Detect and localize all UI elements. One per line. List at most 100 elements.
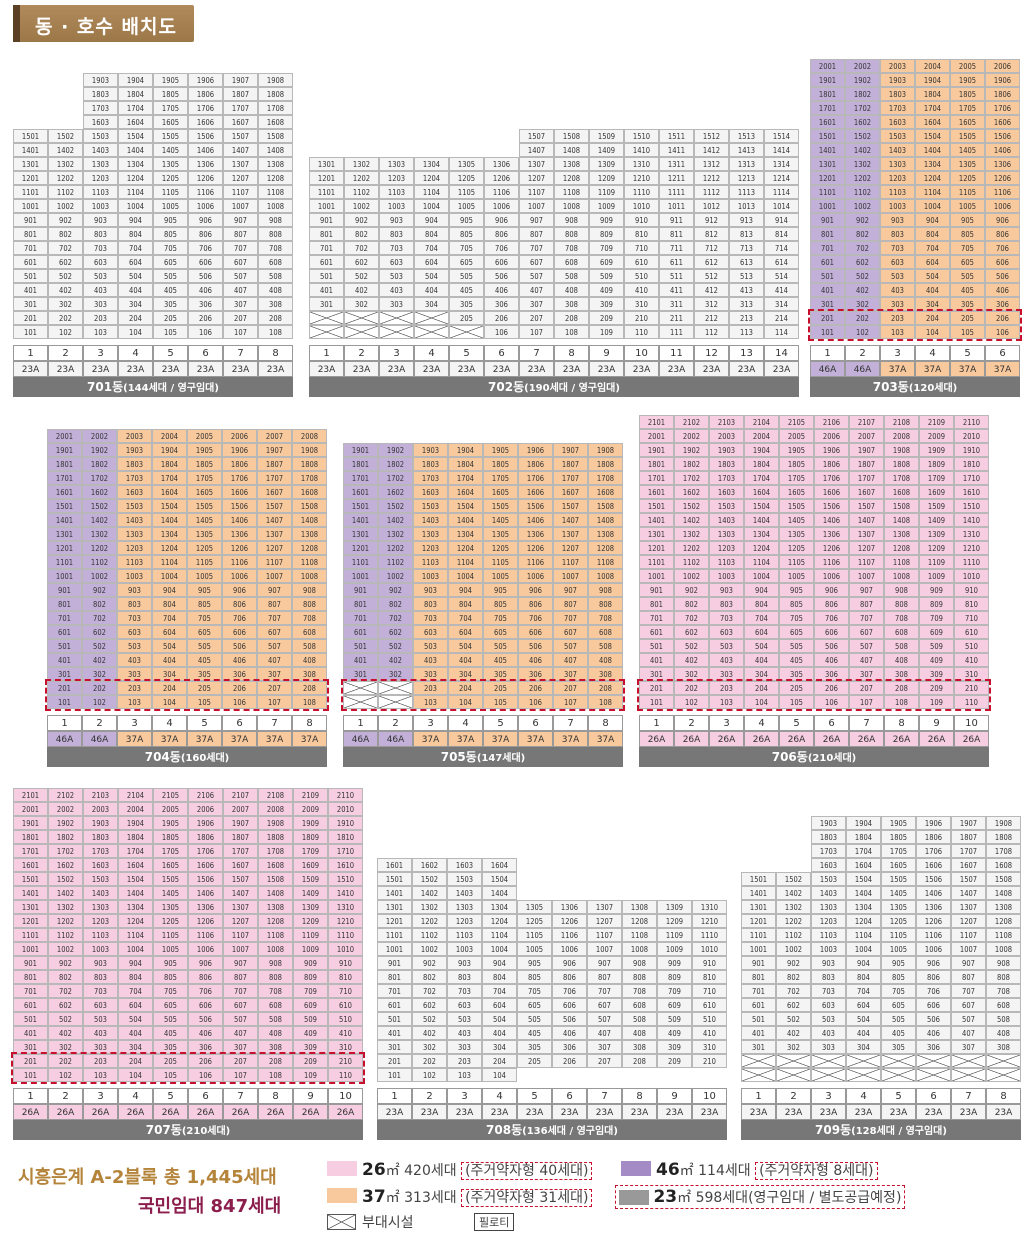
- line-number: 5: [153, 345, 188, 361]
- unit-701-503: 503: [83, 269, 118, 283]
- line-number: 7: [849, 715, 884, 731]
- unit-704-805: 805: [187, 597, 222, 611]
- unit-707-1702: 1702: [48, 844, 83, 858]
- unit-708-1306: 1306: [552, 900, 587, 914]
- unit-704-608: 608: [292, 625, 327, 639]
- aux-facility: [414, 311, 449, 325]
- unit-703-1403: 1403: [880, 143, 915, 157]
- unit-707-1104: 1104: [118, 928, 153, 942]
- unit-709-1606: 1606: [916, 858, 951, 872]
- unit-704-908: 908: [292, 583, 327, 597]
- unit-702-902: 902: [344, 213, 379, 227]
- unit-702-1409: 1409: [589, 143, 624, 157]
- unit-709-1706: 1706: [916, 844, 951, 858]
- unit-705-106: 106: [518, 695, 553, 709]
- line-number: 3: [811, 1088, 846, 1104]
- line-number: 9: [657, 1088, 692, 1104]
- unit-703-1604: 1604: [915, 115, 950, 129]
- unit-707-1708: 1708: [258, 844, 293, 858]
- unit-704-208: 208: [292, 681, 327, 695]
- unit-702-1111: 1111: [659, 185, 694, 199]
- unit-709-1705: 1705: [881, 844, 916, 858]
- unit-709-1004: 1004: [846, 942, 881, 956]
- unit-703-1006: 1006: [985, 199, 1020, 213]
- line-number-row: 1 2 3 4 5 6 7 8 9 10 11 12 13 14: [309, 345, 799, 361]
- unit-709-604: 604: [846, 998, 881, 1012]
- unit-702-611: 611: [659, 255, 694, 269]
- unit-701-901: 901: [13, 213, 48, 227]
- unit-709-901: 901: [741, 956, 776, 970]
- unit-704-504: 504: [152, 639, 187, 653]
- unit-704-807: 807: [257, 597, 292, 611]
- unit-706-504: 504: [744, 639, 779, 653]
- unit-701-608: 608: [258, 255, 293, 269]
- line-number: 5: [483, 715, 518, 731]
- unit-708-509: 509: [657, 1012, 692, 1026]
- unit-706-1410: 1410: [954, 513, 989, 527]
- unit-705-1906: 1906: [518, 443, 553, 457]
- unit-704-708: 708: [292, 611, 327, 625]
- unit-709-707: 707: [951, 984, 986, 998]
- unit-706-606: 606: [814, 625, 849, 639]
- unit-701-902: 902: [48, 213, 83, 227]
- unit-706-1907: 1907: [849, 443, 884, 457]
- unit-705-606: 606: [518, 625, 553, 639]
- unit-701-1803: 1803: [83, 87, 118, 101]
- unit-705-1105: 1105: [483, 555, 518, 569]
- unit-707-1501: 1501: [13, 872, 48, 886]
- unit-703-206: 206: [985, 311, 1020, 325]
- unit-708-1302: 1302: [412, 900, 447, 914]
- unit-709-1505: 1505: [881, 872, 916, 886]
- unit-702-1013: 1013: [729, 199, 764, 213]
- unit-701-1301: 1301: [13, 157, 48, 171]
- line-number: 8: [554, 345, 589, 361]
- unit-708-902: 902: [412, 956, 447, 970]
- unit-704-303: 303: [117, 667, 152, 681]
- unit-709-1908: 1908: [986, 816, 1021, 830]
- unit-707-2102: 2102: [48, 788, 83, 802]
- unit-709-506: 506: [916, 1012, 951, 1026]
- unit-704-408: 408: [292, 653, 327, 667]
- unit-708-301: 301: [377, 1040, 412, 1054]
- unit-705-1006: 1006: [518, 569, 553, 583]
- legend-46: 46㎡ 114세대 (주거약자형 8세대): [656, 1160, 878, 1180]
- unit-708-701: 701: [377, 984, 412, 998]
- unit-707-1409: 1409: [293, 886, 328, 900]
- unit-708-604: 604: [482, 998, 517, 1012]
- unit-type-label: 23A: [764, 361, 799, 377]
- unit-706-306: 306: [814, 667, 849, 681]
- line-number-row: 1 2 3 4 5 6 7 8 9 10: [13, 1088, 363, 1104]
- unit-706-1705: 1705: [779, 471, 814, 485]
- line-number: 5: [950, 345, 985, 361]
- line-number: 6: [916, 1088, 951, 1104]
- empty-cell: [449, 129, 484, 143]
- unit-type-label: 23A: [916, 1104, 951, 1120]
- line-number: 2: [412, 1088, 447, 1104]
- unit-type-label: 23A: [554, 361, 589, 377]
- building-units: (147세대): [476, 753, 526, 764]
- unit-708-601: 601: [377, 998, 412, 1012]
- empty-cell: [309, 129, 344, 143]
- empty-cell: [48, 101, 83, 115]
- unit-702-708: 708: [554, 241, 589, 255]
- unit-701-507: 507: [223, 269, 258, 283]
- unit-709-1002: 1002: [776, 942, 811, 956]
- unit-707-1902: 1902: [48, 816, 83, 830]
- unit-706-1610: 1610: [954, 485, 989, 499]
- unit-704-2007: 2007: [257, 429, 292, 443]
- unit-704-204: 204: [152, 681, 187, 695]
- unit-707-1002: 1002: [48, 942, 83, 956]
- unit-707-403: 403: [83, 1026, 118, 1040]
- unit-709-1805: 1805: [881, 830, 916, 844]
- unit-707-1105: 1105: [153, 928, 188, 942]
- unit-706-2108: 2108: [884, 415, 919, 429]
- unit-702-1005: 1005: [449, 199, 484, 213]
- unit-708-1207: 1207: [587, 914, 622, 928]
- unit-704-703: 703: [117, 611, 152, 625]
- unit-702-1004: 1004: [414, 199, 449, 213]
- unit-707-1809: 1809: [293, 830, 328, 844]
- unit-709-606: 606: [916, 998, 951, 1012]
- building-name: 706동: [771, 750, 808, 764]
- unit-704-307: 307: [257, 667, 292, 681]
